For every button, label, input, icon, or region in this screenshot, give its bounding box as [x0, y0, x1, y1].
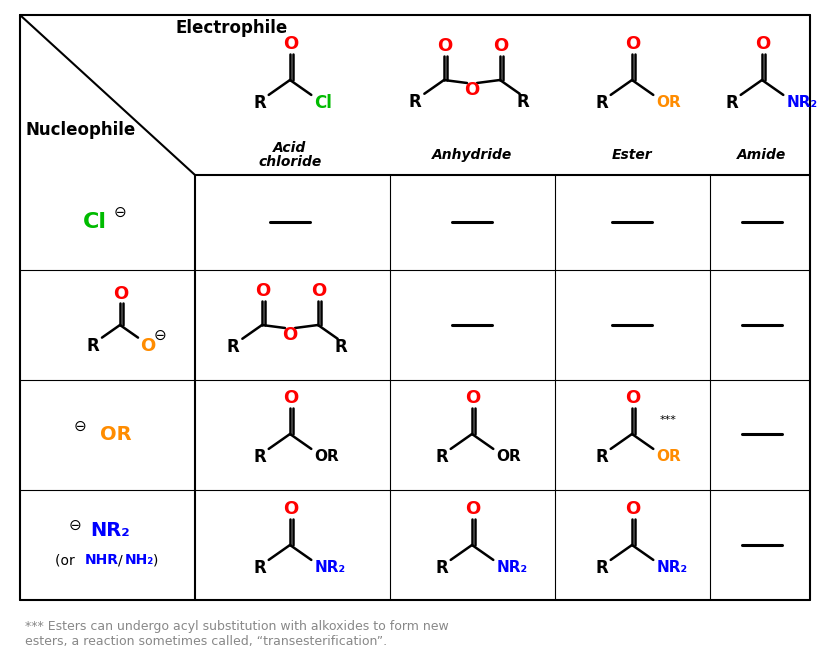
Text: R: R: [595, 448, 608, 466]
Text: Nucleophile: Nucleophile: [25, 121, 135, 139]
Text: O: O: [625, 35, 641, 53]
Text: R: R: [595, 94, 608, 112]
Text: OR: OR: [496, 449, 521, 465]
Text: OR: OR: [100, 424, 132, 443]
Text: chloride: chloride: [258, 155, 322, 169]
Text: O: O: [140, 337, 155, 355]
Text: R: R: [253, 448, 266, 466]
Text: R: R: [409, 93, 422, 111]
Text: R: R: [253, 94, 266, 112]
Text: ***: ***: [660, 415, 677, 425]
Text: (or: (or: [55, 553, 79, 567]
Text: ⊖: ⊖: [114, 205, 126, 220]
Text: ⊖: ⊖: [154, 328, 167, 343]
Text: O: O: [493, 37, 509, 55]
Text: NR₂: NR₂: [657, 561, 687, 575]
Text: Amide: Amide: [737, 148, 787, 162]
Text: Electrophile: Electrophile: [175, 19, 287, 37]
Text: ): ): [153, 553, 159, 567]
Text: NH₂: NH₂: [125, 553, 154, 567]
Text: O: O: [466, 500, 481, 518]
Text: O: O: [466, 389, 481, 407]
Text: R: R: [725, 94, 738, 112]
Text: O: O: [114, 285, 129, 303]
Text: Acid: Acid: [273, 141, 306, 155]
Text: NR₂: NR₂: [786, 95, 818, 111]
Text: O: O: [256, 282, 271, 300]
Text: R: R: [516, 93, 529, 111]
Text: R: R: [253, 559, 266, 577]
Text: ⊖: ⊖: [69, 517, 81, 532]
Text: R: R: [227, 338, 240, 356]
Text: R: R: [435, 559, 448, 577]
Text: NR₂: NR₂: [90, 520, 129, 540]
Text: OR: OR: [657, 95, 681, 111]
Text: Cl: Cl: [315, 94, 332, 112]
Text: *** Esters can undergo acyl substitution with alkoxides to form new
esters, a re: *** Esters can undergo acyl substitution…: [25, 620, 449, 648]
Text: O: O: [282, 326, 298, 344]
Text: NR₂: NR₂: [496, 561, 527, 575]
Text: Ester: Ester: [612, 148, 652, 162]
Text: /: /: [118, 553, 123, 567]
Text: O: O: [755, 35, 770, 53]
Text: R: R: [435, 448, 448, 466]
Text: O: O: [625, 500, 641, 518]
Text: ⊖: ⊖: [74, 418, 86, 434]
Text: R: R: [595, 559, 608, 577]
Text: O: O: [283, 389, 299, 407]
Text: O: O: [437, 37, 452, 55]
Text: O: O: [283, 35, 299, 53]
Text: O: O: [311, 282, 327, 300]
Text: NHR: NHR: [85, 553, 119, 567]
Text: Anhydride: Anhydride: [432, 148, 512, 162]
Text: O: O: [283, 500, 299, 518]
Text: OR: OR: [657, 449, 681, 465]
Text: OR: OR: [315, 449, 339, 465]
Text: O: O: [464, 81, 480, 99]
Text: NR₂: NR₂: [315, 561, 345, 575]
Text: O: O: [625, 389, 641, 407]
Text: R: R: [334, 338, 347, 356]
Text: Cl: Cl: [83, 212, 107, 232]
Text: R: R: [86, 337, 100, 355]
